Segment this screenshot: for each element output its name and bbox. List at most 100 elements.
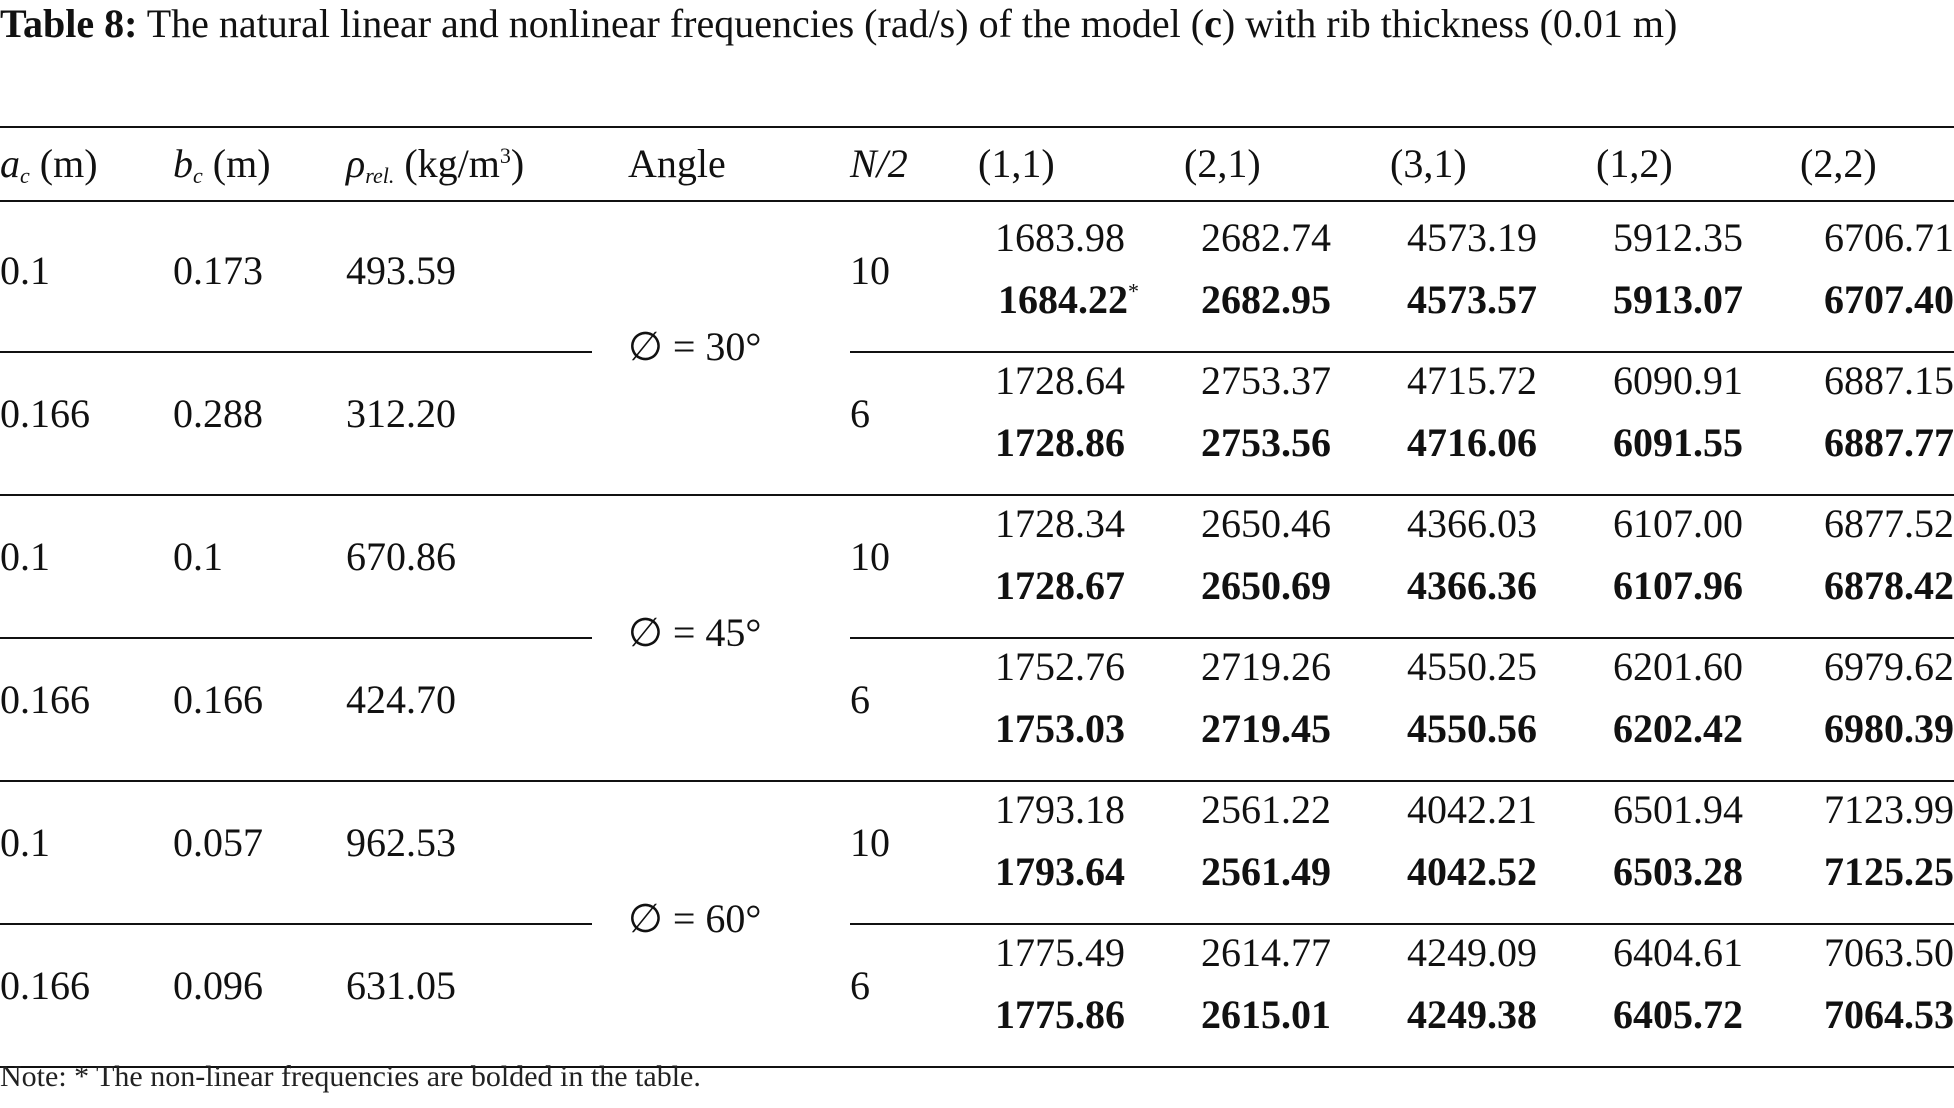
- linear-frequency: 6887.15: [1824, 358, 1954, 403]
- nonlinear-frequency: 1793.64: [925, 848, 1125, 896]
- bc-cell: 0.166: [173, 677, 263, 722]
- bc-cell: 0.057: [173, 820, 263, 865]
- linear-frequency: 1752.76: [995, 644, 1125, 689]
- linear-frequency: 2561.22: [1201, 787, 1331, 832]
- linear-frequency: 1793.18: [995, 787, 1125, 832]
- linear-frequency: 2753.37: [1201, 358, 1331, 403]
- header-ac: ac (m): [0, 140, 98, 189]
- linear-frequency: 1728.64: [995, 358, 1125, 403]
- rho-cell: 962.53: [346, 820, 456, 865]
- rho-cell: 631.05: [346, 963, 456, 1008]
- linear-frequency: 6979.62: [1824, 644, 1954, 689]
- header-mode-1: (1,1): [978, 141, 1055, 186]
- nonlinear-frequency: 6091.55: [1543, 419, 1743, 467]
- nonlinear-frequency: 2650.69: [1131, 562, 1331, 610]
- nonlinear-value: 4249.38: [1407, 992, 1537, 1037]
- angle-cell: ∅ = 45°: [628, 610, 762, 655]
- angle-cell: ∅ = 60°: [628, 896, 762, 941]
- nonlinear-value: 6980.39: [1824, 706, 1954, 751]
- header-bc-var: b: [173, 141, 193, 186]
- nonlinear-value: 4550.56: [1407, 706, 1537, 751]
- ac-cell: 0.166: [0, 677, 90, 722]
- ac-cell: 0.166: [0, 391, 90, 436]
- nonlinear-value: 4042.52: [1407, 849, 1537, 894]
- nonlinear-value: 6707.40: [1824, 277, 1954, 322]
- rho-cell: 424.70: [346, 677, 456, 722]
- footnote-star-marker: *: [1128, 278, 1139, 304]
- linear-frequency: 4715.72: [1407, 358, 1537, 403]
- header-rho-var: ρ: [346, 141, 366, 186]
- row-separator-left: [0, 351, 592, 353]
- header-rho: ρrel. (kg/m3): [346, 140, 524, 189]
- group-separator: [0, 780, 1954, 782]
- header-angle: Angle: [628, 141, 726, 186]
- nonlinear-value: 1775.86: [995, 992, 1125, 1037]
- n2-cell: 10: [850, 820, 890, 865]
- linear-frequency: 6201.60: [1613, 644, 1743, 689]
- nonlinear-frequency: 1775.86: [925, 991, 1125, 1039]
- nonlinear-frequency: 6107.96: [1543, 562, 1743, 610]
- linear-frequency: 7123.99: [1824, 787, 1954, 832]
- header-rho-unit-b: ): [510, 141, 525, 186]
- nonlinear-frequency: 4573.57: [1337, 276, 1537, 324]
- linear-frequency: 4249.09: [1407, 930, 1537, 975]
- nonlinear-value: 2615.01: [1201, 992, 1331, 1037]
- nonlinear-frequency: 4716.06: [1337, 419, 1537, 467]
- linear-frequency: 6501.94: [1613, 787, 1743, 832]
- nonlinear-frequency: 5913.07: [1543, 276, 1743, 324]
- nonlinear-frequency: 1684.22*: [939, 276, 1139, 324]
- nonlinear-value: 6405.72: [1613, 992, 1743, 1037]
- nonlinear-frequency: 2719.45: [1131, 705, 1331, 753]
- nonlinear-frequency: 4249.38: [1337, 991, 1537, 1039]
- nonlinear-value: 6202.42: [1613, 706, 1743, 751]
- header-ac-var: a: [0, 141, 20, 186]
- header-ac-unit: (m): [29, 141, 98, 186]
- caption-model: c: [1204, 1, 1222, 46]
- header-mode-5: (2,2): [1800, 141, 1877, 186]
- linear-frequency: 6090.91: [1613, 358, 1743, 403]
- rho-cell: 493.59: [346, 248, 456, 293]
- nonlinear-frequency: 7125.25: [1754, 848, 1954, 896]
- header-rho-unit-a: (kg/m: [394, 141, 500, 186]
- rho-cell: 312.20: [346, 391, 456, 436]
- angle-cell: ∅ = 30°: [628, 324, 762, 369]
- nonlinear-value: 5913.07: [1613, 277, 1743, 322]
- nonlinear-frequency: 6405.72: [1543, 991, 1743, 1039]
- header-bc-sub: c: [193, 163, 203, 188]
- header-mode-2: (2,1): [1184, 141, 1261, 186]
- nonlinear-frequency: 7064.53: [1754, 991, 1954, 1039]
- header-mode-4: (1,2): [1596, 141, 1673, 186]
- top-rule: [0, 126, 1954, 128]
- linear-frequency: 7063.50: [1824, 930, 1954, 975]
- ac-cell: 0.1: [0, 248, 50, 293]
- nonlinear-frequency: 1728.67: [925, 562, 1125, 610]
- nonlinear-frequency: 1753.03: [925, 705, 1125, 753]
- n2-cell: 10: [850, 248, 890, 293]
- nonlinear-value: 6887.77: [1824, 420, 1954, 465]
- nonlinear-value: 2561.49: [1201, 849, 1331, 894]
- linear-frequency: 1683.98: [995, 215, 1125, 260]
- header-ac-sub: c: [20, 163, 30, 188]
- row-separator-left: [0, 923, 592, 925]
- nonlinear-value: 1728.67: [995, 563, 1125, 608]
- header-bc: bc (m): [173, 140, 271, 189]
- linear-frequency: 4042.21: [1407, 787, 1537, 832]
- bc-cell: 0.288: [173, 391, 263, 436]
- linear-frequency: 4550.25: [1407, 644, 1537, 689]
- header-bc-unit: (m): [202, 141, 271, 186]
- nonlinear-frequency: 6887.77: [1754, 419, 1954, 467]
- header-mode-3: (3,1): [1390, 141, 1467, 186]
- table-label: Table 8:: [0, 1, 138, 46]
- linear-frequency: 5912.35: [1613, 215, 1743, 260]
- nonlinear-value: 2682.95: [1201, 277, 1331, 322]
- header-n2: N/2: [850, 141, 908, 186]
- ac-cell: 0.1: [0, 820, 50, 865]
- row-separator-right: [850, 351, 1954, 353]
- nonlinear-value: 6878.42: [1824, 563, 1954, 608]
- linear-frequency: 2650.46: [1201, 501, 1331, 546]
- table-note: Note: * The non-linear frequencies are b…: [0, 1060, 701, 1093]
- linear-frequency: 4573.19: [1407, 215, 1537, 260]
- nonlinear-value: 4366.36: [1407, 563, 1537, 608]
- nonlinear-frequency: 1728.86: [925, 419, 1125, 467]
- linear-frequency: 6877.52: [1824, 501, 1954, 546]
